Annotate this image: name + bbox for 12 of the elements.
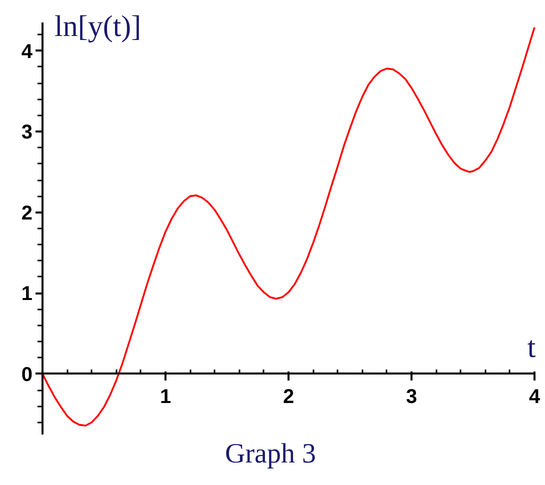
y-tick-label: 4 — [21, 40, 34, 63]
y-tick-label: 0 — [21, 364, 32, 386]
y-tick-label: 2 — [21, 202, 32, 224]
text: Graph 3 — [225, 438, 316, 470]
y-tick-label: 3 — [21, 122, 32, 144]
x-tick-label: 2 — [282, 386, 294, 408]
y-tick-label: 1 — [21, 283, 32, 306]
x-tick-label: 4 — [528, 386, 541, 408]
y-axis-title: ln[y(t)] — [54, 10, 142, 43]
x-axis-title: t — [527, 330, 536, 364]
x-tick-label: 1 — [160, 386, 172, 408]
x-tick-label: 3 — [406, 386, 418, 408]
